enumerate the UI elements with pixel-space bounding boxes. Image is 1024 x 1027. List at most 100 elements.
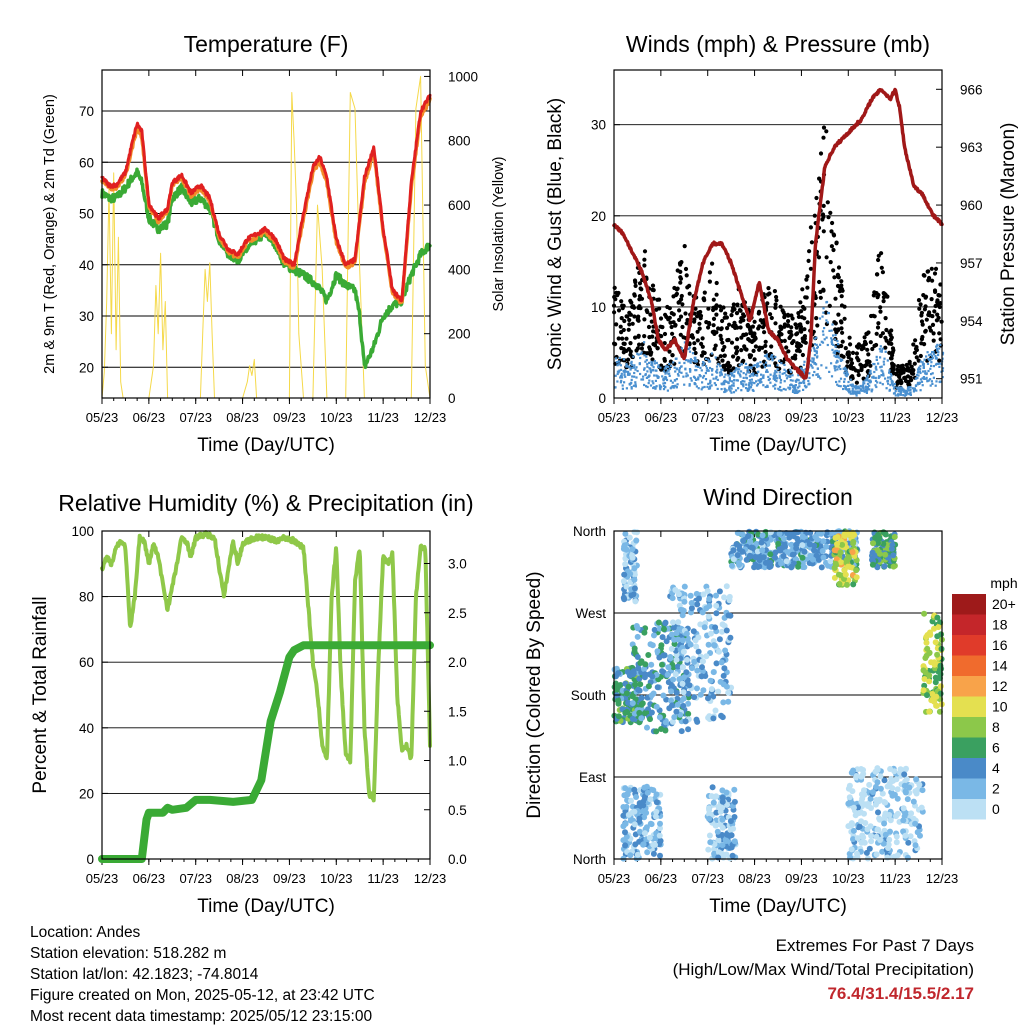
y-tick-label: West	[575, 606, 606, 621]
wind-point	[769, 356, 772, 359]
gust-point	[786, 319, 791, 324]
wind-point	[877, 362, 880, 365]
legend-label: 14	[992, 658, 1008, 674]
wind-point	[862, 389, 866, 392]
direction-point	[694, 685, 700, 692]
gust-point	[634, 348, 639, 353]
gust-point	[935, 312, 940, 317]
gust-point	[766, 286, 771, 291]
direction-point	[783, 558, 790, 565]
gust-point	[865, 347, 870, 352]
direction-point	[705, 641, 712, 648]
direction-point	[700, 591, 707, 598]
direction-point	[665, 664, 672, 671]
x-tick-label: 05/23	[86, 871, 119, 886]
gust-point	[626, 327, 631, 332]
direction-point	[850, 827, 857, 834]
wind-point	[654, 379, 657, 382]
direction-point	[673, 630, 680, 637]
gust-point	[713, 343, 718, 348]
wind-point	[766, 370, 769, 373]
wind-point	[932, 351, 935, 354]
wind-point	[678, 370, 681, 374]
wind-point	[631, 366, 634, 369]
direction-point	[882, 831, 889, 838]
wind-point	[690, 379, 693, 382]
direction-point	[739, 531, 746, 538]
gust-point	[782, 338, 787, 343]
direction-point	[864, 803, 871, 809]
wind-point	[791, 374, 794, 377]
wind-point	[703, 362, 706, 365]
wind-point	[619, 376, 622, 379]
gust-point	[675, 268, 680, 273]
wind-point	[689, 359, 692, 362]
direction-point	[689, 665, 695, 672]
gust-point	[828, 210, 833, 215]
direction-point	[681, 598, 688, 605]
wind-point	[647, 375, 650, 378]
gust-point	[697, 326, 702, 331]
gust-point	[670, 331, 675, 336]
wind-point	[636, 369, 639, 373]
wind-point	[701, 386, 704, 389]
wind-point	[765, 355, 768, 358]
wind-point	[921, 361, 924, 364]
direction-point	[846, 794, 853, 801]
wind-point	[934, 355, 937, 358]
wind-point	[892, 392, 896, 395]
wind-point	[694, 365, 697, 368]
wind-point	[834, 355, 837, 358]
gust-point	[763, 339, 768, 344]
gust-point	[874, 331, 879, 336]
gust-point	[769, 344, 774, 349]
direction-point	[850, 581, 857, 588]
wind-point	[931, 382, 934, 385]
wind-point	[845, 370, 848, 373]
wind-point	[667, 365, 670, 369]
y-right-tick-label: 0	[448, 391, 456, 406]
wind-point	[865, 377, 868, 380]
wind-point	[807, 379, 810, 383]
gust-point	[713, 306, 719, 311]
x-tick-label: 06/23	[645, 871, 678, 886]
wind-point	[848, 391, 851, 394]
wind-point	[879, 345, 882, 348]
gust-point	[622, 318, 627, 324]
gust-point	[714, 312, 719, 317]
wind-point	[653, 360, 656, 363]
direction-point	[722, 647, 729, 654]
wind-point	[664, 376, 667, 379]
gust-point	[785, 323, 791, 328]
wind-point	[767, 357, 770, 361]
direction-point	[655, 619, 662, 626]
gust-point	[858, 362, 863, 367]
wind-point	[837, 356, 840, 359]
gust-point	[829, 244, 835, 249]
wind-point	[868, 384, 871, 387]
direction-point	[747, 553, 754, 560]
direction-point	[714, 828, 721, 835]
gust-point	[773, 321, 778, 326]
wind-point	[797, 379, 800, 382]
wind-point	[753, 382, 756, 385]
direction-point	[631, 648, 638, 655]
direction-point	[632, 681, 639, 688]
gust-point	[645, 309, 650, 315]
gust-point	[839, 286, 845, 292]
wind-point	[731, 384, 734, 387]
wind-point	[811, 374, 815, 377]
direction-point	[622, 530, 629, 537]
direction-point	[669, 702, 675, 709]
direction-point	[620, 578, 627, 585]
wind-point	[909, 392, 912, 395]
y-axis-label: Sonic Wind & Gust (Blue, Black)	[545, 98, 566, 370]
gust-point	[842, 316, 847, 321]
direction-point	[887, 817, 894, 824]
recent-text: Most recent data timestamp: 2025/05/12 2…	[30, 1008, 373, 1025]
wind-point	[744, 366, 747, 369]
direction-point	[831, 547, 838, 554]
gust-point	[883, 293, 888, 298]
wind-point	[866, 386, 870, 389]
